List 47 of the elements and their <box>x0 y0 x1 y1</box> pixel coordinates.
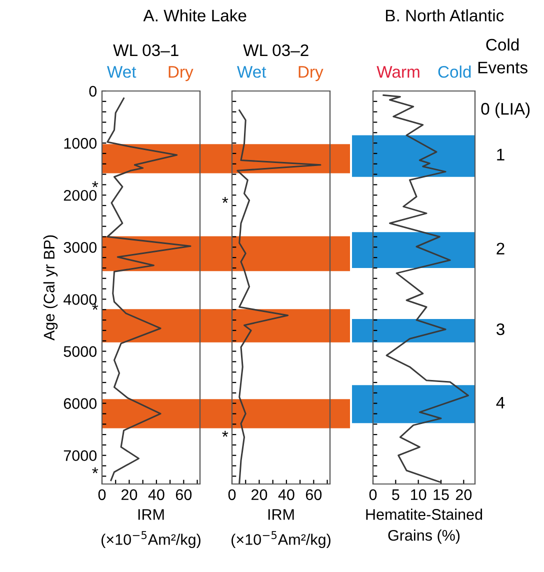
x-tick-label: 20 <box>121 489 138 500</box>
y-tick-label: 0 <box>89 86 97 97</box>
y-tick-label: 1000 <box>64 138 97 149</box>
text: * <box>92 304 98 310</box>
y-tick-label: 6000 <box>64 398 97 410</box>
x-tick-label: 10 <box>411 489 426 500</box>
x-tick-label: 20 <box>251 489 268 500</box>
text: * <box>92 181 98 188</box>
x-tick-label: 0 <box>98 489 106 500</box>
chart-title: B. North Atlantic <box>386 9 504 22</box>
band-label: 1 <box>497 148 504 160</box>
text: Cold <box>438 66 471 78</box>
band-label: 2 <box>496 242 504 254</box>
x-axis-title: IRM (×10$^{−5}$Am²/kg) <box>102 509 200 548</box>
x-tick-label: 0 <box>369 489 377 500</box>
text: * <box>222 197 228 203</box>
x-tick-label: 0 <box>228 489 236 500</box>
text: Dry <box>168 66 194 82</box>
text: Dry <box>298 66 324 82</box>
y-axis-title: Age (Cal yr BP) <box>43 235 58 341</box>
x-axis-title: IRM (×10$^{−5}$Am²/kg) <box>232 509 330 548</box>
text: Wet <box>107 66 136 78</box>
x-tick-label: 15 <box>434 489 449 500</box>
x-tick-label: 40 <box>278 489 294 500</box>
x-axis-title: Hematite-Stained Grains (%) <box>366 508 482 544</box>
text: Cold Events <box>478 38 528 74</box>
x-tick-label: 20 <box>456 489 472 500</box>
x-tick-label: 5 <box>392 489 400 500</box>
text: 0 (LIA) <box>481 102 530 118</box>
band-label: 4 <box>496 396 505 408</box>
y-tick-label: 3000 <box>64 242 97 253</box>
y-tick-label: 4000 <box>64 294 97 305</box>
text: * <box>92 467 98 474</box>
y-tick-label: 2000 <box>64 190 97 201</box>
y-tick-label: 7000 <box>64 450 97 462</box>
x-tick-label: 60 <box>306 489 322 500</box>
y-tick-label: 5000 <box>64 346 97 357</box>
text: Warm <box>376 66 420 78</box>
text: Wet <box>237 66 266 78</box>
x-tick-label: 60 <box>176 489 192 500</box>
chart-subtitle: WL 03–2 <box>243 44 308 56</box>
chart-subtitle: WL 03–1 <box>113 44 178 56</box>
x-tick-label: 40 <box>148 489 164 500</box>
text: * <box>222 430 228 437</box>
chart-title: A. White Lake <box>143 9 246 22</box>
band-label: 3 <box>496 323 504 336</box>
line-series <box>106 98 192 482</box>
